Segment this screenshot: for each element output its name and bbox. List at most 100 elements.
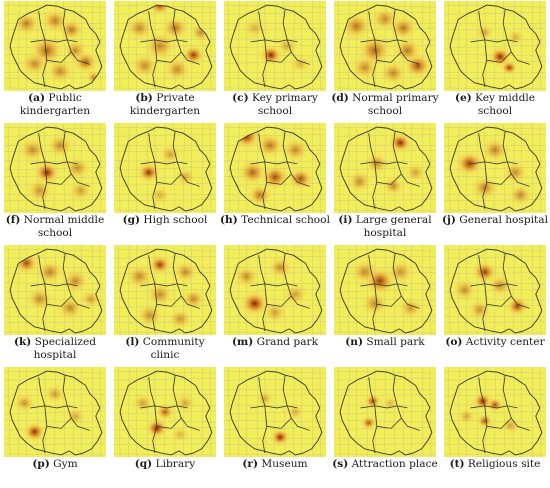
panel-letter: (g) xyxy=(122,214,141,226)
district-boundary xyxy=(152,161,158,209)
heatmap-map xyxy=(444,1,546,91)
density-hotspot xyxy=(142,30,178,62)
panel-label: Library xyxy=(152,458,196,470)
district-boundary xyxy=(282,9,288,40)
district-boundary xyxy=(372,283,378,331)
district-boundary xyxy=(286,283,310,309)
panel-caption: (h) Technical school xyxy=(220,214,330,227)
density-hotspot xyxy=(456,407,477,426)
district-boundary xyxy=(470,283,518,287)
district-boundary xyxy=(282,375,288,406)
district-boundary xyxy=(372,161,378,209)
district-boundary xyxy=(376,295,402,307)
heatmap-map xyxy=(334,123,436,213)
density-hotspot xyxy=(381,395,399,411)
district-boundary xyxy=(396,161,420,187)
district-boundary xyxy=(148,377,156,406)
district-boundary xyxy=(486,295,512,307)
map-panel: (a) Public kindergarten xyxy=(0,0,110,122)
district-boundary xyxy=(156,295,182,307)
district-boundary xyxy=(282,131,288,162)
panel-caption: (d) Normal primary school xyxy=(330,92,440,117)
heatmap-map xyxy=(4,123,106,213)
district-boundary xyxy=(172,9,178,40)
district-boundary xyxy=(360,39,408,43)
city-boundary xyxy=(339,4,433,90)
panel-caption: (f) Normal middle school xyxy=(0,214,110,239)
district-boundary xyxy=(152,283,158,331)
panel-letter: (c) xyxy=(232,92,249,104)
city-boundary xyxy=(449,4,543,90)
heatmap-map xyxy=(4,367,106,457)
panel-caption: (r) Museum xyxy=(220,458,330,471)
density-hotspot xyxy=(180,287,207,311)
district-boundary xyxy=(482,161,488,209)
panel-label: Normal middle school xyxy=(20,214,105,239)
district-boundary xyxy=(266,295,292,307)
city-boundary xyxy=(229,370,323,456)
district-boundary xyxy=(470,405,518,409)
district-boundary xyxy=(506,405,530,431)
density-hotspot xyxy=(360,290,390,317)
district-boundary xyxy=(46,51,72,63)
district-boundary xyxy=(172,253,178,284)
heatmap-map xyxy=(4,1,106,91)
district-boundary xyxy=(262,39,268,87)
map-panel: (n) Small park xyxy=(330,244,440,366)
density-hotspot xyxy=(474,23,495,42)
heatmap-map xyxy=(444,245,546,335)
density-hotspot xyxy=(389,15,418,41)
district-boundary xyxy=(376,173,402,185)
city-boundary xyxy=(449,370,543,456)
map-panel: (c) Key primary school xyxy=(220,0,330,122)
panel-letter: (j) xyxy=(442,214,456,226)
district-boundary xyxy=(148,133,156,162)
panel-caption: (o) Activity center xyxy=(440,336,550,349)
panel-caption: (j) General hospital xyxy=(440,214,550,227)
panel-label: Museum xyxy=(257,458,308,470)
heatmap-map xyxy=(334,1,436,91)
density-hotspot xyxy=(72,50,99,74)
district-boundary xyxy=(478,255,486,284)
city-boundary xyxy=(119,4,213,90)
panel-caption: (s) Attraction place xyxy=(330,458,440,471)
density-hotspot xyxy=(346,169,373,194)
district-boundary xyxy=(502,375,508,406)
district-boundary xyxy=(506,283,530,309)
panel-caption: (l) Community clinic xyxy=(110,336,220,361)
density-hotspot xyxy=(404,162,428,183)
panel-label: Key primary school xyxy=(248,92,318,117)
panel-label: Activity center xyxy=(462,336,545,348)
panel-label: Public kindergarten xyxy=(19,92,91,117)
panel-label: Grand park xyxy=(253,336,318,348)
district-boundary xyxy=(372,39,378,87)
heat-density-layer xyxy=(131,392,197,444)
panel-letter: (r) xyxy=(242,458,258,470)
panel-caption: (n) Small park xyxy=(330,336,440,349)
district-boundary xyxy=(392,375,398,406)
heat-density-layer xyxy=(340,6,432,86)
heat-density-layer xyxy=(350,259,424,320)
panel-label: Technical school xyxy=(237,214,330,226)
panel-letter: (d) xyxy=(331,92,349,104)
map-panel: (q) Library xyxy=(110,366,220,488)
density-hotspot xyxy=(262,300,288,325)
map-panel: (l) Community clinic xyxy=(110,244,220,366)
density-hotspot xyxy=(289,53,312,75)
district-boundary xyxy=(38,377,46,406)
panel-letter: (o) xyxy=(445,336,463,348)
density-hotspot xyxy=(238,159,267,186)
city-boundary xyxy=(229,4,323,90)
district-boundary xyxy=(250,283,298,287)
city-boundary xyxy=(9,126,103,212)
panel-letter: (s) xyxy=(332,458,349,470)
district-boundary xyxy=(482,405,488,453)
map-panel: (r) Museum xyxy=(220,366,330,488)
district-boundary xyxy=(368,255,376,284)
district-boundary xyxy=(392,253,398,284)
density-hotspot xyxy=(45,132,75,159)
heatmap-map xyxy=(4,245,106,335)
district-boundary xyxy=(262,283,268,331)
district-boundary xyxy=(62,253,68,284)
